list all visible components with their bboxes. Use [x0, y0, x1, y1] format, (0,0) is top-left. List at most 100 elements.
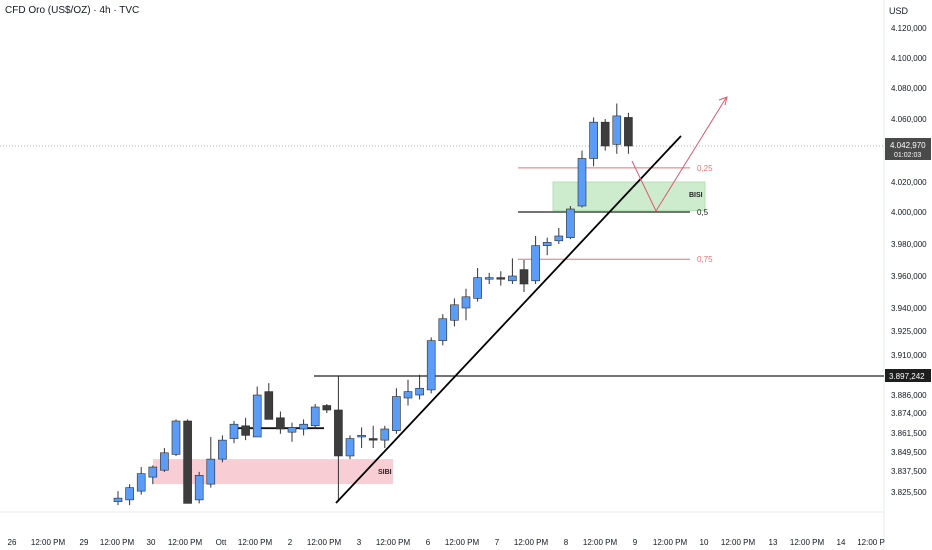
candle-body: [415, 387, 424, 396]
level-tag: [885, 369, 931, 382]
candle-body: [624, 117, 633, 147]
candle-body: [252, 394, 262, 438]
candle-body: [438, 318, 448, 341]
projection-path: [631, 97, 727, 213]
candle-body: [612, 115, 622, 145]
level-label: 3.897,242: [889, 372, 925, 381]
y-tick-label: 3.980,000: [891, 240, 927, 249]
fib-label-025: 0,25: [697, 164, 713, 173]
projection-arrowhead: [718, 96, 728, 106]
x-tick-label: 12:00 PM: [583, 538, 618, 547]
candle-body: [334, 409, 343, 457]
y-tick-label: 3.940,000: [891, 304, 927, 313]
candle-body: [229, 423, 239, 439]
x-tick-label: 12:00 PM: [790, 538, 825, 547]
bisi-label: BISI: [689, 192, 703, 199]
candle-body: [554, 235, 564, 242]
y-tick-label: 4.100,000: [891, 54, 927, 63]
x-tick-label: 12:00 PM: [721, 538, 756, 547]
x-tick-label: 14: [837, 538, 846, 547]
candle-body: [531, 245, 540, 282]
x-tick-label: 12:00 PM: [31, 538, 66, 547]
x-tick-label: 8: [564, 538, 569, 547]
candle-body: [299, 423, 308, 430]
current-price-tag: [885, 138, 931, 160]
candle-body: [426, 340, 436, 391]
y-tick-label: 3.960,000: [891, 272, 927, 281]
candle-body: [368, 438, 378, 441]
candle-body: [287, 427, 297, 433]
candle-body: [264, 391, 274, 420]
candle-body: [218, 439, 227, 460]
trendline: [335, 135, 682, 504]
candle-body: [496, 277, 506, 280]
y-tick-label: 4.120,000: [891, 24, 927, 33]
fib-label-075: 0,75: [697, 255, 713, 264]
candle-body: [508, 275, 517, 282]
x-tick-label: Ott: [216, 538, 227, 547]
y-tick-label: 3.849,500: [891, 448, 927, 457]
candle-body: [577, 158, 587, 207]
candle-body: [171, 420, 181, 455]
candle-body: [345, 438, 355, 457]
x-tick-label: 29: [80, 538, 89, 547]
x-tick-label: 3: [357, 538, 362, 547]
candle-body: [403, 391, 413, 399]
countdown-label: 01:02:03: [894, 152, 921, 159]
candle-body: [392, 396, 401, 431]
sibi-zone: [153, 459, 393, 485]
x-tick-label: 12:00 PM: [100, 538, 135, 547]
x-tick-label: 12:00 PM: [376, 538, 411, 547]
candle-body: [519, 269, 529, 285]
x-tick-label: 10: [700, 538, 709, 547]
candle-body: [322, 405, 332, 411]
candle-body: [461, 296, 471, 309]
y-tick-label: 4.060,000: [891, 115, 927, 124]
y-tick-label: 3.910,000: [891, 351, 927, 360]
x-tick-label: 30: [147, 538, 156, 547]
x-tick-label: 12:00 PM: [238, 538, 273, 547]
candle-body: [148, 466, 158, 478]
candle-body: [125, 487, 134, 501]
currency-label[interactable]: USD: [888, 6, 908, 16]
candle-body: [276, 417, 285, 430]
symbol-title[interactable]: CFD Oro (US$/OZ) · 4h · TVC: [5, 5, 140, 16]
x-tick-label: 12:00 PM: [514, 538, 549, 547]
x-tick-label: 7: [495, 538, 500, 547]
candle-body: [113, 497, 123, 502]
candle-body: [194, 475, 204, 501]
y-tick-label: 3.837,500: [891, 467, 927, 476]
x-tick-label: 2: [288, 538, 293, 547]
candle-body: [160, 452, 169, 471]
x-tick-label: 12:00 PM: [307, 538, 342, 547]
y-tick-label: 4.020,000: [891, 178, 927, 187]
x-tick-label: 12:00 PM: [168, 538, 203, 547]
candle-body: [310, 406, 320, 427]
y-tick-label: 3.874,000: [891, 409, 927, 418]
candle-body: [566, 208, 575, 238]
x-tick-label: 13: [769, 538, 778, 547]
y-tick-label: 3.825,500: [891, 488, 927, 497]
candle-body: [183, 420, 192, 504]
candle-body: [484, 277, 494, 280]
x-tick-label: 12:00 P: [857, 538, 885, 547]
candle-body: [206, 458, 216, 485]
x-tick-label: 9: [633, 538, 638, 547]
candle-body: [450, 304, 459, 321]
y-tick-label: 4.080,000: [891, 84, 927, 93]
x-tick-label: 12:00 PM: [653, 538, 688, 547]
x-tick-label: 26: [8, 538, 17, 547]
y-tick-label: 3.886,000: [891, 391, 927, 400]
bisi-zone: [552, 181, 706, 211]
x-tick-label: 12:00 PM: [445, 538, 480, 547]
candle-body: [136, 473, 146, 492]
y-tick-label: 3.925,000: [891, 327, 927, 336]
candle-body: [241, 425, 250, 436]
x-tick-label: 6: [426, 538, 431, 547]
fib-label-05: 0,5: [697, 208, 709, 217]
candle-body: [600, 121, 610, 147]
y-tick-label: 3.861,500: [891, 429, 927, 438]
sibi-label: SIBI: [378, 469, 392, 476]
current-price-label: 4.042,970: [890, 141, 926, 150]
